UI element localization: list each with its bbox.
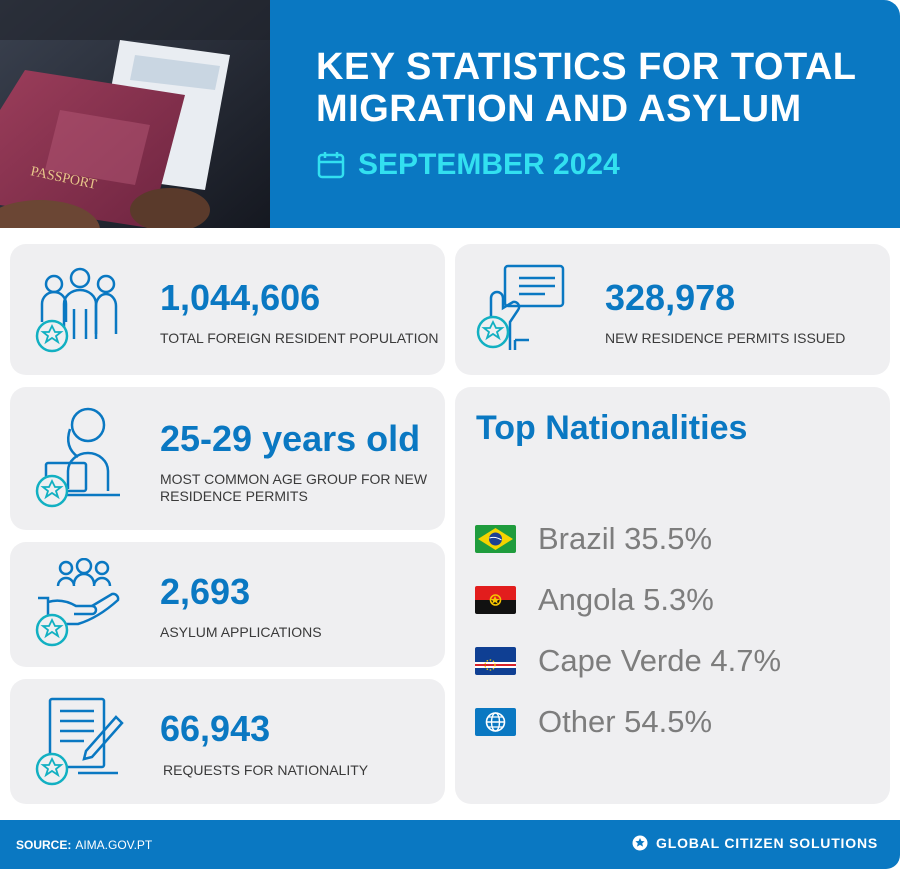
nationality-text-brazil: Brazil 35.5% [538,521,713,556]
source-link[interactable]: AIMA.GOV.PT [75,838,153,852]
report-date-text: SEPTEMBER 2024 [358,148,620,181]
top-nationalities-title: Top Nationalities [476,409,748,447]
asylum-value: 2,693 [160,571,251,612]
passport-image: PASSPORT [0,0,270,228]
person-laptop-icon [35,407,120,508]
brand-logo: GLOBAL CITIZEN SOLUTIONS [632,835,878,851]
nationality-text-angola: Angola 5.3% [538,582,714,617]
permits-label: NEW RESIDENCE PERMITS ISSUED [605,330,846,346]
passport-photo: PASSPORT [0,0,270,228]
permits-value: 328,978 [605,277,736,318]
nationality-item-angola: Angola 5.3% [475,582,714,618]
stat-card-asylum: 2,693 ASYLUM APPLICATIONS [10,542,445,667]
nationality-text-other: Other 54.5% [538,704,713,739]
brand-name: GLOBAL CITIZEN SOLUTIONS [656,835,878,851]
hand-people-icon [35,558,120,647]
asylum-label: ASYLUM APPLICATIONS [160,624,322,640]
nationality-item-other: Other 54.5% [475,704,712,740]
source-note: SOURCE: AIMA.GOV.PT [16,838,152,852]
report-date: SEPTEMBER 2024 [316,148,620,182]
age-label: MOST COMMON AGE GROUP FOR NEW RESIDENCE … [160,471,428,504]
population-label: TOTAL FOREIGN RESIDENT POPULATION [160,330,439,346]
people-group-icon [35,267,118,353]
stat-card-nationality: 66,943 REQUESTS FOR NATIONALITY [10,679,445,804]
brazil-flag-icon [475,525,516,553]
angola-flag-icon [475,586,516,614]
stat-card-permits: 328,978 NEW RESIDENCE PERMITS ISSUED [455,244,890,375]
page-title: KEY STATISTICS FOR TOTAL MIGRATION AND A… [316,46,856,130]
source-label: SOURCE: [16,838,72,852]
stat-card-population: 1,044,606 TOTAL FOREIGN RESIDENT POPULAT… [10,244,445,375]
globe-icon [475,708,516,736]
cape-verde-flag-icon [475,647,516,675]
nationality-value: 66,943 [160,708,271,749]
calendar-icon [317,152,345,179]
id-card-hand-icon [476,264,565,350]
top-nationalities-card: Top Nationalities Brazil 35.5% Angola 5.… [455,387,890,804]
nationality-text-cape-verde: Cape Verde 4.7% [538,643,782,678]
nationality-item-cape-verde: Cape Verde 4.7% [475,643,781,679]
footer: SOURCE: AIMA.GOV.PT GLOBAL CITIZEN SOLUTI… [0,820,900,869]
brand-star-icon [632,835,648,851]
nationality-item-brazil: Brazil 35.5% [475,521,712,557]
population-value: 1,044,606 [160,277,321,318]
document-pen-icon [35,697,124,786]
stat-card-age: 25-29 years old MOST COMMON AGE GROUP FO… [10,387,445,530]
title-banner: KEY STATISTICS FOR TOTAL MIGRATION AND A… [270,0,900,228]
nationality-label: REQUESTS FOR NATIONALITY [163,762,369,778]
age-value: 25-29 years old [160,418,421,459]
header: PASSPORT KEY STATISTICS FOR TOTAL MIGRAT… [0,0,900,228]
